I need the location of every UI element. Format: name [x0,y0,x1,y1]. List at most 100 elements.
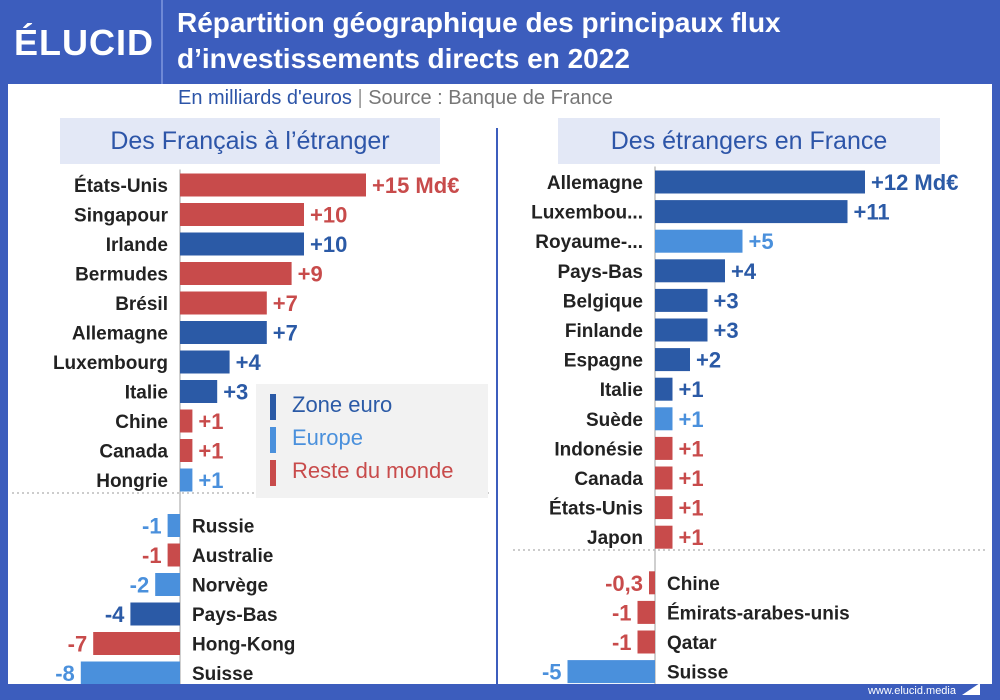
chart-1-bar [655,200,848,224]
chart-panel: En milliards d'euros | Source : Banque d… [8,84,992,684]
chart-0-category-label: États-Unis [74,175,168,197]
chart-0-category-label: Pays-Bas [192,605,278,626]
chart-1-value-label: +2 [696,348,721,373]
chart-1-bar [637,600,655,624]
legend-swatch-zone-euro [270,394,276,420]
chart-1-category-label: États-Unis [549,498,643,520]
chart-0-category-label: Suisse [192,664,253,684]
chart-0-value-label: -1 [142,514,162,539]
chart-1-category-label: Pays-Bas [557,262,643,283]
chart-0-category-label: Singapour [74,206,169,227]
chart-0-bar [155,573,180,596]
left-section-title: Des Français à l’étranger [60,118,440,164]
chart-0-category-label: Hong-Kong [192,635,295,656]
chart-1-category-label: Qatar [667,633,717,654]
chart-1-value-label: +1 [679,466,704,491]
chart-0-category-label: Italie [125,383,168,404]
chart-0-value-label: +1 [198,468,223,493]
chart-0-value-label: +7 [273,321,298,346]
logo-separator [161,0,163,84]
chart-0-category-label: Irlande [106,235,168,256]
chart-1-bar [655,407,673,431]
chart-1-category-label: Chine [667,574,720,595]
legend-swatch-europe [270,427,276,453]
chart-0-bar [180,468,193,492]
chart-0-value-label: +1 [198,439,223,464]
chart-1-value-label: +12 Md€ [871,170,958,195]
chart-0-category-label: Australie [192,546,273,567]
panel-divider [496,128,498,684]
legend-label-europe: Europe [292,425,363,450]
chart-0-category-label: Brésil [115,294,168,315]
chart-0-bar [180,409,193,433]
chart-0-value-label: +3 [223,380,248,405]
subtitle: En milliards d'euros | Source : Banque d… [178,87,613,110]
chart-1-value-label: +3 [714,288,739,313]
chart-0-bar [180,203,304,226]
chart-1-value-label: +1 [679,525,704,550]
legend-label-reste-du-monde: Reste du monde [292,458,454,483]
elucid-mark-icon [962,683,980,695]
chart-1-bar [655,525,673,549]
chart-0-category-label: Norvège [192,576,268,597]
chart-0-value-label: -8 [55,661,75,684]
chart-0-bar [180,291,267,315]
header-banner: ÉLUCID Répartition géographique des prin… [0,0,1000,84]
chart-1-bar [655,377,673,401]
chart-0-value-label: +9 [298,262,323,287]
chart-0-value-label: +10 [310,232,347,257]
chart-1-bar [655,466,673,490]
unit-label: En milliards d'euros [178,87,352,109]
chart-0-category-label: Bermudes [75,265,168,286]
chart-0-value-label: +1 [198,409,223,434]
chart-1-bar [655,288,708,312]
chart-1-value-label: -5 [542,660,562,684]
chart-0-value-label: +15 Md€ [372,173,459,198]
chart-0-value-label: +7 [273,291,298,316]
chart-1-category-label: Finlande [565,321,643,342]
chart-0-value-label: +10 [310,203,347,228]
chart-0-bar [180,380,218,403]
chart-0-value-label: -2 [130,573,150,598]
chart-0-bar [93,632,180,655]
chart-1-value-label: +3 [714,318,739,343]
chart-1-value-label: -0,3 [605,571,643,596]
chart-0-bar [180,232,304,256]
chart-0-bar [180,439,193,462]
chart-1-category-label: Italie [600,380,643,401]
chart-0-bar [180,321,267,344]
chart-1-value-label: +4 [731,259,757,284]
chart-0-category-label: Luxembourg [53,353,168,374]
chart-0-bar [167,514,180,537]
chart-1-bar [655,170,865,194]
chart-1-bar [655,496,673,520]
chart-1-bar [655,348,690,372]
elucid-logo: ÉLUCID [14,22,154,63]
chart-title: Répartition géographique des principaux … [177,5,987,77]
source-label: Source : Banque de France [368,87,613,109]
chart-0-value-label: -7 [68,632,88,657]
chart-0-category-label: Allemagne [72,324,168,345]
chart-0-value-label: +4 [236,350,262,375]
chart-0-bar [180,262,292,285]
chart-1-category-label: Allemagne [547,173,643,194]
chart-1-category-label: Suisse [667,663,728,684]
chart-1-bar [649,571,655,595]
chart-0-category-label: Canada [99,442,168,463]
legend: Zone euro Europe Reste du monde [256,384,488,498]
bar-charts: États-Unis +15 Md€ Singapour +10 Irlande +10 B… [12,166,988,684]
chart-0-bar [180,350,230,374]
legend-label-zone-euro: Zone euro [292,392,393,417]
legend-swatch-reste-du-monde [270,460,276,486]
chart-0-category-label: Chine [115,412,168,433]
chart-1-value-label: +1 [679,436,704,461]
footer-url: www.elucid.media [867,685,956,697]
chart-1-bar [637,630,655,654]
chart-1-value-label: +11 [854,200,890,225]
chart-1-category-label: Canada [574,469,643,490]
chart-1-bar [655,229,743,253]
chart-0-bar [180,173,366,197]
chart-1-category-label: Royaume-... [535,232,643,253]
chart-1-bar [655,318,708,342]
chart-1-bar [655,259,725,283]
